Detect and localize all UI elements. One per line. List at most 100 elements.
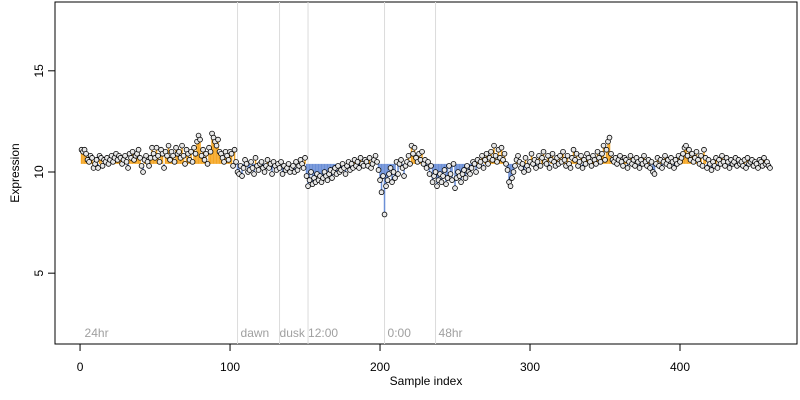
- data-point: [686, 146, 692, 153]
- data-point: [444, 175, 451, 181]
- data-point: [467, 171, 473, 177]
- data-point: [482, 157, 488, 163]
- data-point: [647, 165, 653, 171]
- data-point: [249, 165, 256, 171]
- data-point: [570, 146, 577, 153]
- data-point: [204, 161, 211, 167]
- data-point: [666, 163, 673, 169]
- data-point: [510, 169, 517, 175]
- data-point: [83, 150, 89, 157]
- data-point: [233, 159, 239, 165]
- data-point: [390, 169, 397, 175]
- data-point: [503, 161, 509, 167]
- data-point: [89, 155, 95, 161]
- data-point: [522, 155, 529, 161]
- data-point: [450, 161, 457, 167]
- data-point: [285, 161, 292, 167]
- data-point: [441, 167, 448, 173]
- data-point: [261, 169, 268, 175]
- data-point: [501, 150, 508, 157]
- data-point: [744, 155, 751, 161]
- data-point: [377, 177, 383, 183]
- data-point: [545, 152, 551, 159]
- data-point: [515, 152, 521, 159]
- data-point: [573, 150, 580, 157]
- y-tick-label: 15: [32, 64, 46, 78]
- data-point: [620, 163, 626, 169]
- data-point: [398, 157, 404, 163]
- data-point: [468, 165, 475, 171]
- data-point: [698, 152, 704, 159]
- data-point: [173, 144, 179, 151]
- data-point: [200, 146, 206, 153]
- data-point: [170, 152, 176, 159]
- data-point: [143, 152, 149, 159]
- data-point: [305, 183, 311, 189]
- data-point: [701, 146, 707, 153]
- data-point: [557, 152, 563, 159]
- data-point: [440, 173, 446, 179]
- data-point: [189, 159, 196, 165]
- data-point: [129, 148, 136, 155]
- data-point: [651, 171, 658, 177]
- data-point: [683, 142, 689, 149]
- data-point: [395, 171, 401, 177]
- data-point: [452, 185, 458, 191]
- data-point: [165, 142, 172, 149]
- data-point: [135, 146, 142, 153]
- data-point: [140, 169, 146, 175]
- data-point: [588, 163, 595, 169]
- data-point: [743, 165, 749, 171]
- x-tick-label: 300: [520, 360, 540, 374]
- data-point: [602, 157, 608, 163]
- data-point: [438, 179, 445, 185]
- data-point: [600, 142, 607, 149]
- data-point: [473, 169, 479, 175]
- data-point: [572, 157, 578, 163]
- data-point: [684, 152, 691, 159]
- data-point: [434, 183, 440, 189]
- annotation: dusk: [280, 326, 306, 340]
- data-point: [443, 181, 449, 187]
- annotation: 12:00: [308, 326, 338, 340]
- data-point: [428, 163, 434, 169]
- data-point: [354, 159, 361, 165]
- data-point: [203, 150, 209, 157]
- data-point: [494, 159, 500, 165]
- data-point: [366, 155, 373, 161]
- data-point: [641, 152, 647, 159]
- data-point: [491, 142, 497, 149]
- data-point: [221, 159, 227, 165]
- data-point: [593, 161, 599, 167]
- data-point: [576, 159, 583, 165]
- data-point: [188, 148, 194, 155]
- data-point: [276, 165, 283, 171]
- data-point: [507, 183, 514, 189]
- data-point: [726, 165, 733, 171]
- data-point: [306, 177, 313, 183]
- data-point: [648, 159, 655, 165]
- data-point: [155, 152, 161, 159]
- data-point: [540, 148, 547, 155]
- data-point: [243, 161, 250, 167]
- data-point: [617, 152, 623, 159]
- data-point: [423, 165, 430, 171]
- data-point: [489, 157, 496, 163]
- data-point: [500, 157, 506, 163]
- data-point: [302, 155, 308, 161]
- data-point: [755, 165, 761, 171]
- data-point: [461, 167, 467, 173]
- data-point: [231, 146, 238, 153]
- data-point: [479, 152, 485, 159]
- data-point: [179, 142, 185, 149]
- data-point: [138, 163, 145, 169]
- data-point: [714, 165, 721, 171]
- y-tick-label: 5: [32, 270, 46, 277]
- data-point: [603, 146, 610, 153]
- data-point: [279, 171, 286, 177]
- y-tick-label: 10: [32, 165, 46, 179]
- annotation: 24hr: [85, 326, 109, 340]
- plot-frame: [54, 1, 798, 345]
- data-point: [537, 163, 544, 169]
